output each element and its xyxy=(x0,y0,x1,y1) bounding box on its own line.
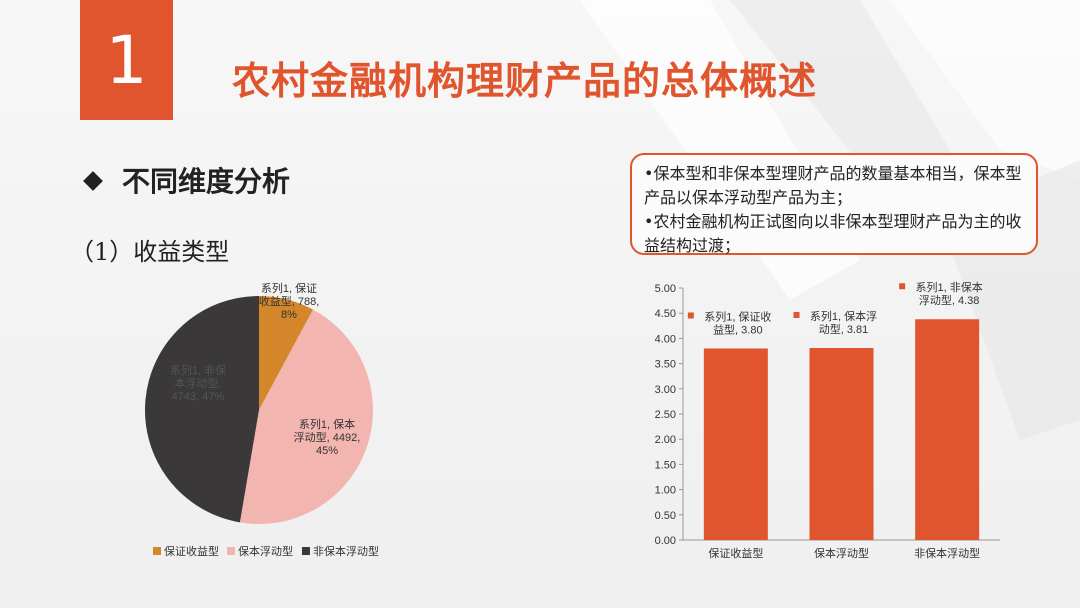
pie-legend-swatch-1 xyxy=(153,547,161,555)
bar-y-tick-label: 2.00 xyxy=(655,434,676,446)
pie-legend-label-3: 非保本浮动型 xyxy=(313,544,379,558)
pie-slice-2 xyxy=(239,309,373,524)
bar-data-label-1: 系列1, 保证收益型, 3.80 xyxy=(704,309,771,336)
bar-y-tick-label: 1.50 xyxy=(655,459,676,471)
bar-category-label-2: 保本浮动型 xyxy=(814,546,869,560)
bar-y-tick-label: 3.00 xyxy=(655,384,676,396)
bar-1 xyxy=(703,348,768,540)
pie-legend-label-1: 保证收益型 xyxy=(164,544,219,558)
section-number-badge: 1 xyxy=(80,0,173,120)
subsection-title: （1）收益类型 xyxy=(70,238,230,266)
bar-3 xyxy=(915,319,980,540)
callout-box: •保本型和非保本型理财产品的数量基本相当，保本型产品以保本浮动型产品为主； •农… xyxy=(630,153,1038,255)
bar-y-tick-label: 3.50 xyxy=(655,359,676,371)
section-title: 不同维度分析 xyxy=(122,165,291,198)
pie-slice-1 xyxy=(259,296,314,410)
section-heading: 不同维度分析 xyxy=(83,160,291,200)
bar-category-label-1: 保证收益型 xyxy=(708,546,763,560)
bar-data-label-key-3 xyxy=(899,283,906,290)
pie-data-label-1: 系列1, 保证收益型, 788, 8% xyxy=(259,281,320,321)
pie-data-label-3: 系列1, 非保本浮动型, 4743, 47% xyxy=(170,363,226,403)
callout-line-1: •保本型和非保本型理财产品的数量基本相当，保本型产品以保本浮动型产品为主； xyxy=(644,164,1022,207)
bar-y-tick-label: 2.50 xyxy=(655,409,676,421)
bar-category-label-3: 非保本浮动型 xyxy=(914,546,980,560)
bar-y-tick-label: 0.50 xyxy=(655,510,676,522)
section-number: 1 xyxy=(105,21,148,99)
bar-data-label-key-2 xyxy=(793,311,800,318)
pie-slice-3 xyxy=(145,296,259,523)
pie-legend-swatch-2 xyxy=(227,547,235,555)
bar-y-tick-label: 1.00 xyxy=(655,485,676,497)
bar-y-tick-label: 4.00 xyxy=(655,333,676,345)
page-title: 农村金融机构理财产品的总体概述 xyxy=(232,59,818,103)
callout-line-2: •农村金融机构正试图向以非保本型理财产品为主的收益结构过渡； xyxy=(644,212,1022,255)
bar-data-label-key-1 xyxy=(687,312,694,319)
bar-data-label-3: 系列1, 非保本浮动型, 4.38 xyxy=(916,280,983,307)
pie-legend-label-2: 保本浮动型 xyxy=(238,544,293,558)
bar-2 xyxy=(809,347,874,540)
bar-y-tick-label: 4.50 xyxy=(655,308,676,320)
pie-data-label-2: 系列1, 保本浮动型, 4492, 45% xyxy=(294,417,361,457)
bar-y-tick-label: 0.00 xyxy=(655,535,676,547)
bar-data-label-2: 系列1, 保本浮动型, 3.81 xyxy=(810,309,877,336)
pie-legend-swatch-3 xyxy=(302,547,310,555)
bar-y-tick-label: 5.00 xyxy=(655,283,676,295)
